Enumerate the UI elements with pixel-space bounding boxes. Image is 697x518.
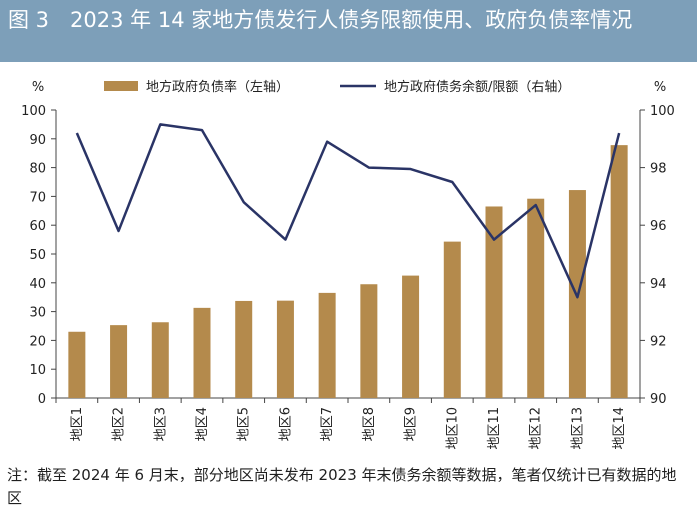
- right-tick-label: 92: [650, 334, 667, 349]
- bar: [443, 241, 461, 398]
- series-line: [75, 123, 621, 299]
- x-tick-label: 地区7: [320, 407, 335, 441]
- left-tick-label: 10: [29, 363, 46, 378]
- x-tick-label: 地区9: [404, 407, 419, 441]
- bar: [193, 307, 211, 398]
- left-tick-label: 60: [29, 219, 46, 234]
- bar: [318, 292, 336, 398]
- x-tick-label: 地区12: [529, 407, 544, 450]
- left-tick-label: 30: [29, 306, 46, 321]
- x-tick-label: 地区1: [70, 407, 85, 441]
- left-tick-label: 40: [29, 277, 46, 292]
- x-tick-label: 地区6: [278, 407, 293, 441]
- left-axis-unit: %: [32, 80, 44, 95]
- x-tick-label: 地区8: [362, 407, 377, 441]
- x-tick-label: 地区11: [487, 407, 502, 450]
- left-tick-label: 0: [38, 392, 46, 407]
- left-tick-label: 80: [29, 162, 46, 177]
- bar: [360, 284, 378, 398]
- combo-chart: 地方政府负债率（左轴） 地方政府债务余额/限额（右轴）% % 0 10 20 30 40 50 6…: [21, 79, 675, 450]
- bar: [151, 322, 169, 398]
- bar: [527, 198, 545, 398]
- legend-swatch-bar: [104, 81, 138, 91]
- bar: [485, 206, 503, 398]
- footnote: 注：截至 2024 年 6 月末，部分地区尚未发布 2023 年末债务余额等数据…: [7, 466, 677, 507]
- x-tick-label: 地区14: [612, 407, 627, 450]
- bar: [276, 300, 294, 398]
- bar: [68, 331, 86, 398]
- left-tick-label: 50: [29, 248, 46, 263]
- x-tick-label: 地区13: [570, 407, 585, 450]
- right-tick-label: 98: [650, 162, 667, 177]
- bar: [610, 145, 628, 398]
- right-tick-label: 100: [650, 104, 675, 119]
- figure-title: 图 3 2023 年 14 家地方债发行人债务限额使用、政府负债率情况: [8, 8, 633, 32]
- right-tick-label: 94: [650, 277, 667, 292]
- legend-label-line: 地方政府债务余额/限额（右轴）: [384, 79, 570, 95]
- chart-container: 地方政府负债率（左轴） 地方政府债务余额/限额（右轴）%% 0 10 20 30 40 50 6…: [0, 62, 697, 460]
- right-tick-label: 96: [650, 219, 667, 234]
- x-tick-label: 地区3: [153, 407, 168, 441]
- figure-header: 图 3 2023 年 14 家地方债发行人债务限额使用、政府负债率情况: [0, 0, 697, 62]
- right-axis-unit: %: [654, 80, 666, 95]
- legend-label-bar: 地方政府负债率（左轴）: [146, 79, 289, 95]
- right-tick-label: 90: [650, 392, 667, 407]
- x-tick-label: 地区10: [445, 407, 460, 450]
- bar: [235, 300, 253, 398]
- x-tick-label: 地区4: [195, 407, 210, 441]
- left-tick-label: 20: [29, 334, 46, 349]
- left-tick-label: 90: [29, 133, 46, 148]
- bar: [110, 325, 128, 398]
- left-tick-label: 70: [29, 190, 46, 205]
- x-tick-label: 地区2: [112, 407, 127, 441]
- x-tick-label: 地区5: [237, 407, 252, 441]
- bar: [402, 275, 420, 398]
- left-tick-label: 100: [21, 104, 46, 119]
